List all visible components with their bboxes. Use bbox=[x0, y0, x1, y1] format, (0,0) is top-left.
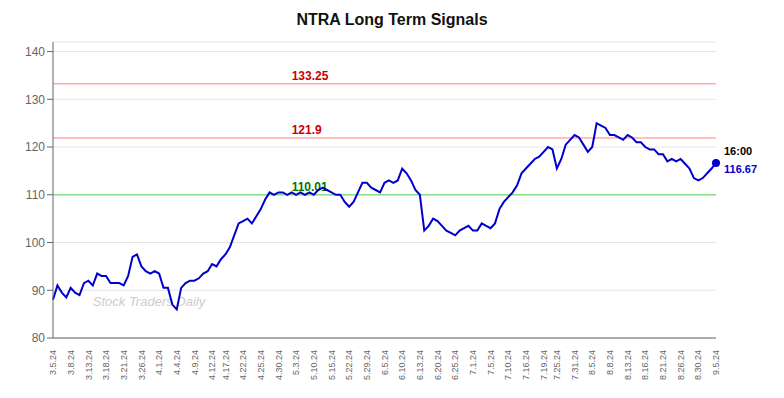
svg-text:6.20.24: 6.20.24 bbox=[433, 350, 443, 380]
svg-text:120: 120 bbox=[25, 140, 45, 154]
svg-text:80: 80 bbox=[32, 331, 46, 345]
svg-text:3.13.24: 3.13.24 bbox=[84, 350, 94, 380]
svg-text:4.4.24: 4.4.24 bbox=[172, 350, 182, 375]
svg-text:7.16.24: 7.16.24 bbox=[521, 350, 531, 380]
svg-text:3.5.24: 3.5.24 bbox=[48, 350, 58, 375]
svg-text:8.30.24: 8.30.24 bbox=[693, 350, 703, 380]
svg-text:121.9: 121.9 bbox=[292, 123, 322, 137]
svg-text:4.12.24: 4.12.24 bbox=[207, 350, 217, 380]
svg-text:90: 90 bbox=[32, 284, 46, 298]
svg-text:5.10.24: 5.10.24 bbox=[309, 350, 319, 380]
svg-text:16:00: 16:00 bbox=[724, 145, 752, 157]
svg-text:9.5.24: 9.5.24 bbox=[711, 350, 721, 375]
svg-text:3.8.24: 3.8.24 bbox=[66, 350, 76, 375]
svg-text:140: 140 bbox=[25, 45, 45, 59]
svg-text:116.67: 116.67 bbox=[724, 163, 757, 175]
svg-text:3.26.24: 3.26.24 bbox=[137, 350, 147, 380]
svg-text:5.22.24: 5.22.24 bbox=[344, 350, 354, 380]
svg-text:6.5.24: 6.5.24 bbox=[380, 350, 390, 375]
svg-text:130: 130 bbox=[25, 93, 45, 107]
svg-text:6.10.24: 6.10.24 bbox=[397, 350, 407, 380]
svg-text:7.25.24: 7.25.24 bbox=[552, 350, 562, 380]
svg-text:8.13.24: 8.13.24 bbox=[623, 350, 633, 380]
svg-text:5.29.24: 5.29.24 bbox=[362, 350, 372, 380]
svg-text:3.21.24: 3.21.24 bbox=[119, 350, 129, 380]
svg-text:6.25.24: 6.25.24 bbox=[450, 350, 460, 380]
svg-text:7.19.24: 7.19.24 bbox=[539, 350, 549, 380]
svg-text:133.25: 133.25 bbox=[292, 69, 329, 83]
svg-text:5.15.24: 5.15.24 bbox=[327, 350, 337, 380]
svg-text:8.21.24: 8.21.24 bbox=[658, 350, 668, 380]
svg-text:7.10.24: 7.10.24 bbox=[503, 350, 513, 380]
html-text:Stock Traders Daily: Stock Traders Daily bbox=[92, 294, 206, 310]
svg-text:110.01: 110.01 bbox=[291, 179, 328, 194]
svg-text:4.30.24: 4.30.24 bbox=[274, 350, 284, 380]
svg-text:4.22.24: 4.22.24 bbox=[238, 350, 248, 380]
svg-text:4.1.24: 4.1.24 bbox=[154, 350, 164, 375]
svg-text:8.8.24: 8.8.24 bbox=[605, 350, 615, 375]
svg-text:7.5.24: 7.5.24 bbox=[486, 350, 496, 375]
svg-text:4.9.24: 4.9.24 bbox=[190, 350, 200, 375]
svg-text:3.18.24: 3.18.24 bbox=[101, 350, 111, 380]
svg-text:8.16.24: 8.16.24 bbox=[640, 350, 650, 380]
svg-text:100: 100 bbox=[25, 236, 45, 250]
svg-text:7.1.24: 7.1.24 bbox=[468, 350, 478, 375]
svg-text:4.17.24: 4.17.24 bbox=[221, 350, 231, 380]
svg-text:7.31.24: 7.31.24 bbox=[570, 350, 580, 380]
html-text:NTRA Long Term Signals: NTRA Long Term Signals bbox=[296, 11, 488, 28]
svg-text:4.25.24: 4.25.24 bbox=[256, 350, 266, 380]
svg-text:110: 110 bbox=[26, 188, 45, 202]
svg-text:5.3.24: 5.3.24 bbox=[291, 350, 301, 375]
svg-text:8.26.24: 8.26.24 bbox=[676, 350, 686, 380]
svg-text:6.13.24: 6.13.24 bbox=[415, 350, 425, 380]
svg-text:8.5.24: 8.5.24 bbox=[587, 350, 597, 375]
